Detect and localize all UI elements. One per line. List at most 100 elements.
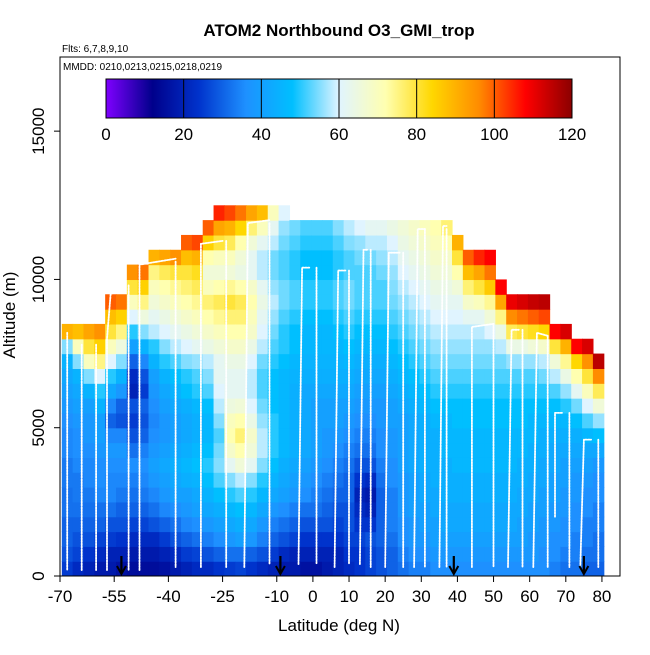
heatmap-cell-48-9 (582, 427, 594, 444)
heatmap-cell-40-12 (495, 383, 507, 399)
heatmap-cell-44-7 (538, 457, 551, 473)
heatmap-cell-18-6 (256, 472, 269, 488)
heatmap-cell-5-17 (116, 309, 128, 325)
heatmap-cell-48-6 (582, 472, 594, 488)
heatmap-cell-9-3 (159, 516, 171, 533)
heatmap-cell-46-7 (560, 457, 572, 473)
heatmap-cell-36-11 (452, 398, 464, 414)
heatmap-cell-38-20 (473, 264, 486, 281)
heatmap-cell-9-15 (159, 338, 171, 355)
heatmap-cell-12-7 (191, 457, 204, 473)
heatmap-cell-30-16 (386, 323, 399, 340)
x-tick-label-11: 60 (520, 587, 539, 606)
arrow-head-3 (578, 565, 590, 577)
heatmap-cell-20-9 (278, 427, 291, 444)
heatmap-cell-11-5 (181, 487, 193, 503)
heatmap-cell-22-14 (300, 353, 312, 369)
heatmap-cell-32-20 (408, 264, 421, 281)
heatmap-cell-15-20 (224, 264, 236, 281)
heatmap-cell-29-22 (376, 234, 388, 251)
heatmap-cell-6-3 (126, 516, 139, 533)
heatmap-cell-6-18 (126, 294, 139, 310)
heatmap-cell-32-22 (408, 234, 421, 251)
heatmap-cell-40-4 (495, 501, 507, 518)
heatmap-cell-13-18 (202, 294, 215, 310)
heatmap-cell-20-6 (278, 472, 291, 488)
heatmap-cell-13-23 (202, 220, 215, 236)
heatmap-cell-39-10 (484, 412, 496, 429)
heatmap-cell-36-12 (452, 383, 464, 399)
heatmap-cell-9-7 (159, 457, 171, 473)
heatmap-cell-44-1 (538, 546, 551, 562)
heatmap-cell-40-11 (495, 398, 507, 414)
heatmap-cell-16-4 (235, 501, 247, 518)
heatmap-cell-15-24 (224, 205, 236, 221)
heatmap-cell-34-22 (430, 234, 442, 251)
heatmap-cell-30-12 (386, 383, 399, 399)
heatmap-cell-34-8 (430, 442, 442, 458)
heatmap-cell-26-23 (343, 220, 356, 236)
heatmap-cell-17-22 (246, 234, 258, 251)
heatmap-cell-30-19 (386, 279, 399, 295)
heatmap-cell-27-17 (354, 309, 366, 325)
heatmap-cell-22-12 (300, 383, 312, 399)
heatmap-cell-9-14 (159, 353, 171, 369)
heatmap-cell-17-4 (246, 501, 258, 518)
heatmap-cell-24-17 (321, 309, 334, 325)
heatmap-cell-25-0 (332, 561, 345, 576)
heatmap-cell-47-2 (571, 531, 583, 547)
y-tick-label-3: 15000 (29, 108, 48, 155)
heatmap-cell-19-24 (267, 205, 280, 221)
heatmap-cell-19-1 (267, 546, 280, 562)
heatmap-cell-24-15 (321, 338, 334, 355)
heatmap-cell-40-5 (495, 487, 507, 503)
heatmap-cell-19-7 (267, 457, 280, 473)
heatmap-cell-18-16 (256, 323, 269, 340)
heatmap-cell-14-12 (213, 383, 225, 399)
heatmap-cell-41-11 (506, 398, 518, 414)
heatmap-cell-19-21 (267, 249, 280, 266)
heatmap-cell-38-8 (473, 442, 486, 458)
heatmap-cell-37-10 (462, 412, 475, 429)
heatmap-cell-6-2 (126, 531, 139, 547)
heatmap-cell-37-2 (462, 531, 475, 547)
heatmap-cell-24-11 (321, 398, 334, 414)
heatmap-cell-34-17 (430, 309, 442, 325)
heatmap-cell-17-3 (246, 516, 258, 533)
heatmap-cell-14-22 (213, 234, 225, 251)
heatmap-cell-36-17 (452, 309, 464, 325)
heatmap-cell-13-1 (202, 546, 215, 562)
heatmap-cell-39-7 (484, 457, 496, 473)
heatmap-cell-3-10 (94, 412, 106, 429)
heatmap-cell-22-7 (300, 457, 312, 473)
heatmap-cell-8-7 (148, 457, 160, 473)
heatmap-cell-39-9 (484, 427, 496, 444)
heatmap-cell-24-12 (321, 383, 334, 399)
heatmap-cell-26-22 (343, 234, 356, 251)
heatmap-cell-3-5 (94, 487, 106, 503)
heatmap-cell-29-6 (376, 472, 388, 488)
heatmap-cell-32-14 (408, 353, 421, 369)
heatmap-cell-42-18 (517, 294, 529, 310)
heatmap-cell-40-9 (495, 427, 507, 444)
heatmap-cell-47-6 (571, 472, 583, 488)
heatmap-cell-16-8 (235, 442, 247, 458)
heatmap-cell-14-14 (213, 353, 225, 369)
heatmap-cell-2-16 (83, 323, 95, 340)
heatmap-cell-37-16 (462, 323, 475, 340)
heatmap-cell-17-5 (246, 487, 258, 503)
heatmap-cell-5-5 (116, 487, 128, 503)
heatmap-cell-12-4 (191, 501, 204, 518)
heatmap-cell-29-17 (376, 309, 388, 325)
heatmap-cell-38-13 (473, 368, 486, 384)
heatmap-cell-16-17 (235, 309, 247, 325)
heatmap-cell-39-5 (484, 487, 496, 503)
heatmap-cell-36-9 (452, 427, 464, 444)
heatmap-cell-27-16 (354, 323, 366, 340)
heatmap-cell-30-13 (386, 368, 399, 384)
heatmap-cell-3-1 (94, 546, 106, 562)
heatmap-cell-40-15 (495, 338, 507, 355)
heatmap-cell-48-5 (582, 487, 594, 503)
heatmap-cell-7-19 (137, 279, 150, 295)
heatmap-cell-11-3 (181, 516, 193, 533)
